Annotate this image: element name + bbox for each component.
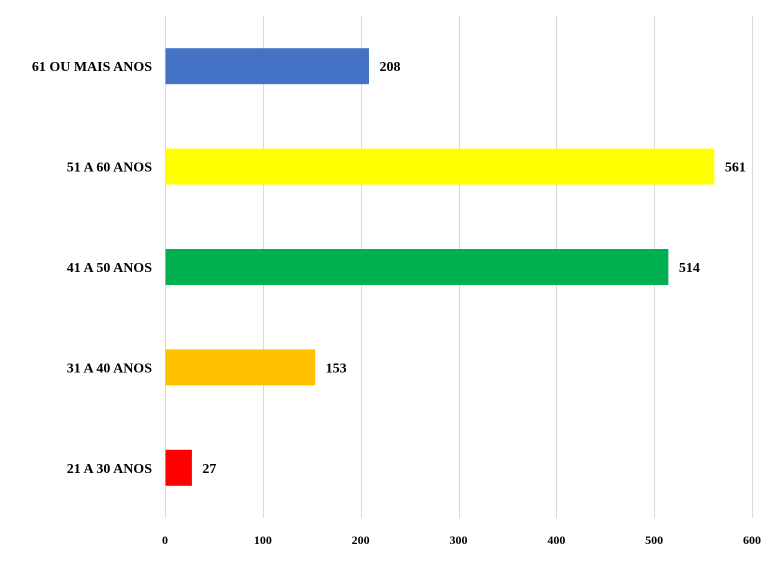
category-label: 51 A 60 ANOS bbox=[67, 161, 152, 176]
x-tick-label: 500 bbox=[645, 533, 663, 547]
value-label: 514 bbox=[679, 261, 700, 276]
category-label: 21 A 30 ANOS bbox=[67, 462, 152, 477]
bars bbox=[165, 48, 715, 486]
bar-31-a-40-anos bbox=[165, 349, 316, 386]
bar-51-a-60-anos bbox=[165, 148, 715, 185]
value-label: 153 bbox=[326, 361, 347, 376]
bar-21-a-30-anos bbox=[165, 449, 192, 486]
value-label: 561 bbox=[725, 161, 746, 176]
x-tick-label: 200 bbox=[352, 533, 370, 547]
category-labels: 61 OU MAIS ANOS 51 A 60 ANOS 41 A 50 ANOS 3… bbox=[32, 60, 152, 477]
value-labels: 208 561 514 153 27 bbox=[202, 60, 745, 477]
value-label: 208 bbox=[379, 60, 400, 75]
category-label: 41 A 50 ANOS bbox=[67, 261, 152, 276]
category-label: 31 A 40 ANOS bbox=[67, 361, 152, 376]
x-tick-label: 400 bbox=[547, 533, 565, 547]
bar-41-a-50-anos bbox=[165, 249, 669, 285]
x-tick-label: 0 bbox=[162, 533, 168, 547]
value-label: 27 bbox=[202, 462, 216, 477]
bar-61-ou-mais-anos bbox=[165, 48, 369, 85]
category-label: 61 OU MAIS ANOS bbox=[32, 60, 152, 75]
x-tick-label: 600 bbox=[743, 533, 761, 547]
x-tick-labels: 0 100 200 300 400 500 600 bbox=[162, 533, 761, 547]
x-tick-label: 300 bbox=[450, 533, 468, 547]
x-tick-label: 100 bbox=[254, 533, 272, 547]
